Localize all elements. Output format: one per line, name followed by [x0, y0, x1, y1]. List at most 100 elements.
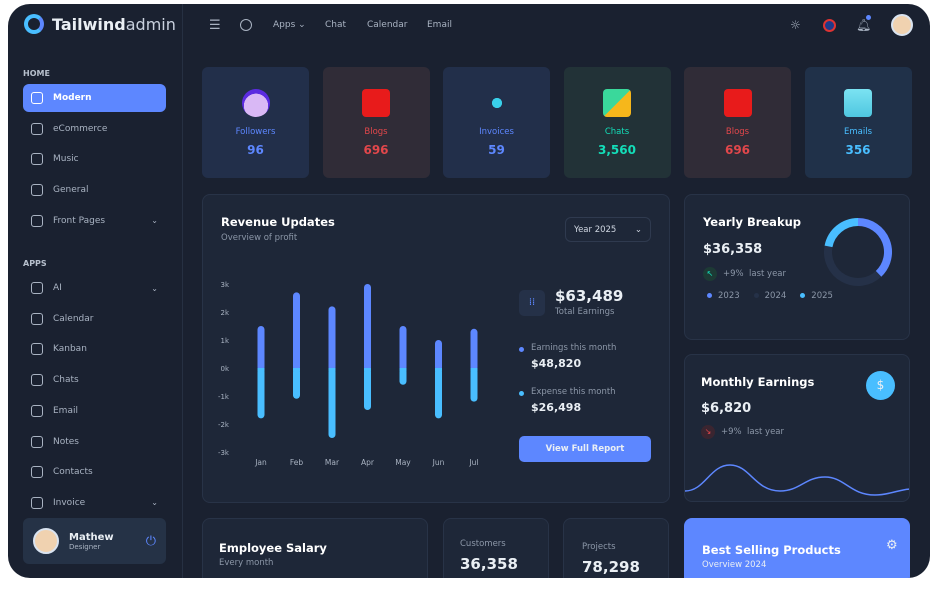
email-icon [31, 404, 43, 417]
x-tick-label: May [395, 458, 411, 467]
bookmark-star-icon [362, 89, 390, 117]
stat-label: Blogs [364, 127, 388, 137]
y-tick-label: 1k [220, 337, 229, 345]
stat-label: Blogs [725, 127, 750, 137]
stat-card-blogs[interactable]: Blogs 696 [684, 67, 791, 178]
arrow-up-left-icon: ↖ [703, 267, 717, 281]
yearly-breakup-card: Yearly Breakup $36,358 ↖ +9% last year 2… [684, 194, 910, 340]
sidebar-item-ai[interactable]: AI ⌄ [23, 274, 166, 302]
dollar-icon: $ [866, 371, 895, 400]
best-selling-card: Best Selling Products Overview 2024 ⚙ [684, 518, 910, 578]
sidebar-item-music[interactable]: Music [23, 145, 166, 173]
view-full-report-button[interactable]: View Full Report [519, 436, 651, 462]
section-home: HOME [23, 69, 50, 78]
sidebar-item-label: Front Pages [53, 215, 106, 226]
bar-earnings-jan [257, 326, 265, 371]
expense-dot [519, 391, 524, 396]
nav-calendar[interactable]: Calendar [367, 20, 408, 30]
stat-label: Chats [604, 127, 630, 137]
flag-uk-icon[interactable] [823, 18, 836, 32]
ecommerce-icon [31, 122, 43, 135]
bell-icon[interactable]: 🔔︎ [856, 18, 872, 32]
brand-bold: Tailwind [52, 14, 126, 34]
sidebar-item-label: Invoice [53, 497, 86, 508]
logo-icon [24, 14, 44, 34]
sidebar-item-notes[interactable]: Notes [23, 428, 166, 456]
power-icon[interactable]: ⏻ [145, 533, 156, 549]
best-title: Best Selling Products [702, 543, 841, 557]
total-earnings-value: $63,489 [555, 287, 624, 305]
sidebar-item-label: Email [53, 405, 78, 416]
user-profile[interactable]: Mathew Designer ⏻ [23, 518, 166, 564]
stat-card-chats[interactable]: Chats 3,560 [563, 67, 671, 178]
bar-expense-jan [257, 368, 265, 419]
sidebar-item-label: Notes [53, 436, 79, 447]
nav-email[interactable]: Email [427, 20, 452, 30]
chevron-down-icon: ⌄ [151, 216, 158, 226]
stat-card-emails[interactable]: Emails 356 [804, 67, 912, 178]
arrow-down-right-icon: ↘ [701, 425, 715, 439]
monthly-title: Monthly Earnings [701, 375, 815, 389]
header-avatar[interactable] [891, 14, 913, 36]
search-icon[interactable] [240, 19, 252, 31]
stat-card-invoices[interactable]: Invoices 59 [443, 67, 550, 178]
year-select-value: Year 2025 [574, 225, 617, 235]
user-role: Designer [69, 542, 101, 551]
bar-earnings-mar [328, 306, 336, 371]
expense-value: $26,498 [531, 401, 582, 414]
brand-light: admin [125, 14, 176, 34]
user-name: Mathew [69, 531, 114, 543]
yearly-period: last year [749, 269, 787, 279]
sidebar-item-front-pages[interactable]: Front Pages ⌄ [23, 207, 166, 235]
menu-icon[interactable]: ☰ [209, 17, 221, 33]
stat-card-blogs[interactable]: Blogs 696 [322, 67, 430, 178]
sidebar: Tailwindadmin HOME Modern eCommerce Music G… [8, 4, 183, 578]
legend-dot [753, 293, 759, 298]
year-select[interactable]: Year 2025 ⌄ [565, 217, 651, 242]
revenue-card: Revenue Updates Overview of profit Year … [202, 194, 670, 503]
kanban-icon [31, 343, 43, 356]
sidebar-item-ecommerce[interactable]: eCommerce [23, 115, 166, 143]
logo[interactable]: Tailwindadmin [24, 14, 176, 34]
x-tick-label: Mar [325, 458, 340, 467]
yearly-value: $36,358 [703, 242, 763, 257]
bar-earnings-feb [293, 292, 300, 371]
sidebar-item-calendar[interactable]: Calendar [23, 305, 166, 333]
bar-expense-top [293, 368, 300, 371]
y-tick-label: 3k [220, 281, 229, 289]
notes-icon [31, 435, 43, 448]
invoice-icon [31, 496, 43, 509]
customers-card: Customers 36,358 [443, 518, 549, 578]
sidebar-item-chats[interactable]: Chats [23, 366, 166, 394]
front-pages-icon [31, 214, 43, 227]
nav-apps[interactable]: Apps ⌄ [273, 20, 306, 30]
avatar [33, 528, 59, 554]
bar-expense-top [435, 368, 442, 371]
x-tick-label: Apr [361, 458, 375, 467]
y-tick-label: 2k [220, 309, 229, 317]
sidebar-item-contacts[interactable]: Contacts [23, 458, 166, 486]
gear-icon[interactable]: ⚙ [886, 538, 898, 553]
music-icon [31, 153, 43, 166]
sidebar-item-email[interactable]: Email [23, 397, 166, 425]
sidebar-item-invoice[interactable]: Invoice ⌄ [23, 489, 166, 517]
stat-value: 696 [363, 143, 389, 157]
earnings-label: Earnings this month [531, 343, 617, 353]
sidebar-item-modern[interactable]: Modern [23, 84, 166, 112]
stat-value: 696 [724, 143, 751, 157]
projects-label: Projects [582, 542, 616, 552]
total-earnings-label: Total Earnings [555, 307, 615, 317]
bar-expense-apr [364, 368, 371, 410]
sidebar-item-general[interactable]: General [23, 176, 166, 204]
x-tick-label: Jul [468, 458, 478, 467]
nav-chat[interactable]: Chat [325, 20, 347, 30]
chat-bubbles-icon [603, 89, 631, 117]
employee-salary-card: Employee Salary Every month [202, 518, 428, 578]
chevron-down-icon: ⌄ [634, 225, 642, 235]
sidebar-item-kanban[interactable]: Kanban [23, 335, 166, 363]
stat-card-followers[interactable]: Followers 96 [202, 67, 309, 178]
sun-icon[interactable]: ☼ [790, 18, 801, 32]
stat-value: 356 [845, 143, 871, 157]
projects-card: Projects 78,298 [563, 518, 669, 578]
general-icon [31, 184, 43, 197]
